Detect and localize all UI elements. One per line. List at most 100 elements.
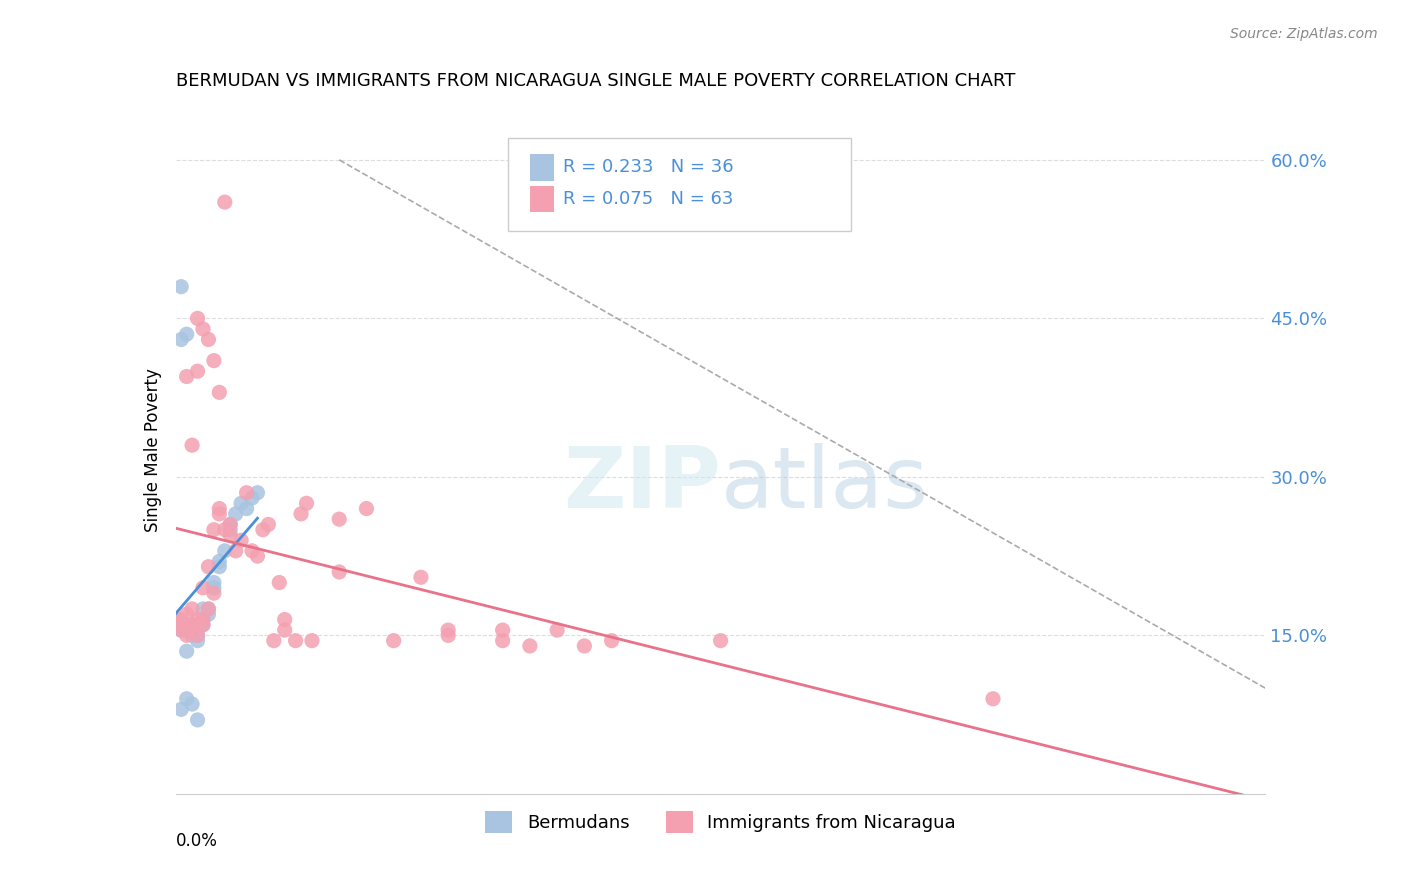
- Point: [240, 544, 263, 558]
- Point: [191, 322, 214, 336]
- Point: [214, 195, 236, 210]
- Point: [252, 523, 274, 537]
- Point: [981, 691, 1004, 706]
- Point: [176, 623, 198, 637]
- Bar: [530, 154, 554, 180]
- Bar: [530, 186, 554, 212]
- Point: [208, 554, 231, 568]
- Point: [176, 623, 198, 637]
- Point: [170, 617, 193, 632]
- Point: [176, 607, 198, 622]
- Text: 0.0%: 0.0%: [176, 831, 218, 850]
- Point: [181, 602, 204, 616]
- Point: [191, 617, 214, 632]
- Point: [235, 501, 257, 516]
- Point: [437, 623, 460, 637]
- Point: [219, 517, 242, 532]
- Point: [214, 544, 236, 558]
- Point: [186, 713, 209, 727]
- Point: [240, 491, 263, 505]
- Point: [225, 507, 247, 521]
- Point: [208, 501, 231, 516]
- Point: [202, 575, 225, 590]
- Point: [186, 628, 209, 642]
- Point: [170, 702, 193, 716]
- Point: [186, 628, 209, 642]
- Point: [191, 617, 214, 632]
- Point: [231, 496, 253, 510]
- Point: [219, 517, 242, 532]
- Point: [197, 602, 219, 616]
- Point: [263, 633, 285, 648]
- Point: [181, 623, 204, 637]
- Point: [181, 617, 204, 632]
- Point: [170, 623, 193, 637]
- Point: [186, 311, 209, 326]
- Point: [356, 501, 378, 516]
- Point: [191, 602, 214, 616]
- Point: [492, 633, 515, 648]
- Point: [176, 644, 198, 658]
- FancyBboxPatch shape: [508, 138, 852, 231]
- Point: [202, 353, 225, 368]
- Point: [519, 639, 541, 653]
- Point: [176, 628, 198, 642]
- Point: [284, 633, 307, 648]
- Point: [274, 613, 297, 627]
- Text: Source: ZipAtlas.com: Source: ZipAtlas.com: [1230, 27, 1378, 41]
- Text: R = 0.075   N = 63: R = 0.075 N = 63: [562, 190, 733, 208]
- Point: [546, 623, 568, 637]
- Y-axis label: Single Male Poverty: Single Male Poverty: [143, 368, 162, 533]
- Point: [257, 517, 280, 532]
- Point: [600, 633, 623, 648]
- Point: [191, 613, 214, 627]
- Text: atlas: atlas: [721, 443, 928, 526]
- Point: [181, 617, 204, 632]
- Text: R = 0.233   N = 36: R = 0.233 N = 36: [562, 159, 733, 177]
- Point: [176, 691, 198, 706]
- Point: [191, 613, 214, 627]
- Point: [225, 544, 247, 558]
- Point: [165, 613, 187, 627]
- Point: [328, 565, 350, 579]
- Point: [208, 507, 231, 521]
- Point: [492, 623, 515, 637]
- Point: [710, 633, 733, 648]
- Point: [328, 512, 350, 526]
- Point: [197, 333, 219, 347]
- Point: [186, 613, 209, 627]
- Point: [170, 613, 193, 627]
- Point: [219, 528, 242, 542]
- Point: [170, 333, 193, 347]
- Point: [202, 586, 225, 600]
- Point: [181, 438, 204, 452]
- Text: BERMUDAN VS IMMIGRANTS FROM NICARAGUA SINGLE MALE POVERTY CORRELATION CHART: BERMUDAN VS IMMIGRANTS FROM NICARAGUA SI…: [176, 72, 1015, 90]
- Point: [202, 581, 225, 595]
- Point: [246, 549, 269, 563]
- Point: [176, 623, 198, 637]
- Point: [197, 559, 219, 574]
- Point: [197, 607, 219, 622]
- Text: ZIP: ZIP: [562, 443, 721, 526]
- Point: [382, 633, 405, 648]
- Point: [274, 623, 297, 637]
- Point: [181, 623, 204, 637]
- Point: [290, 507, 312, 521]
- Point: [176, 617, 198, 632]
- Point: [186, 364, 209, 378]
- Legend: Bermudans, Immigrants from Nicaragua: Bermudans, Immigrants from Nicaragua: [478, 804, 963, 839]
- Point: [208, 559, 231, 574]
- Point: [181, 628, 204, 642]
- Point: [214, 523, 236, 537]
- Point: [202, 523, 225, 537]
- Point: [181, 697, 204, 711]
- Point: [219, 523, 242, 537]
- Point: [176, 327, 198, 342]
- Point: [208, 385, 231, 400]
- Point: [197, 602, 219, 616]
- Point: [246, 485, 269, 500]
- Point: [301, 633, 323, 648]
- Point: [409, 570, 432, 584]
- Point: [295, 496, 318, 510]
- Point: [165, 613, 187, 627]
